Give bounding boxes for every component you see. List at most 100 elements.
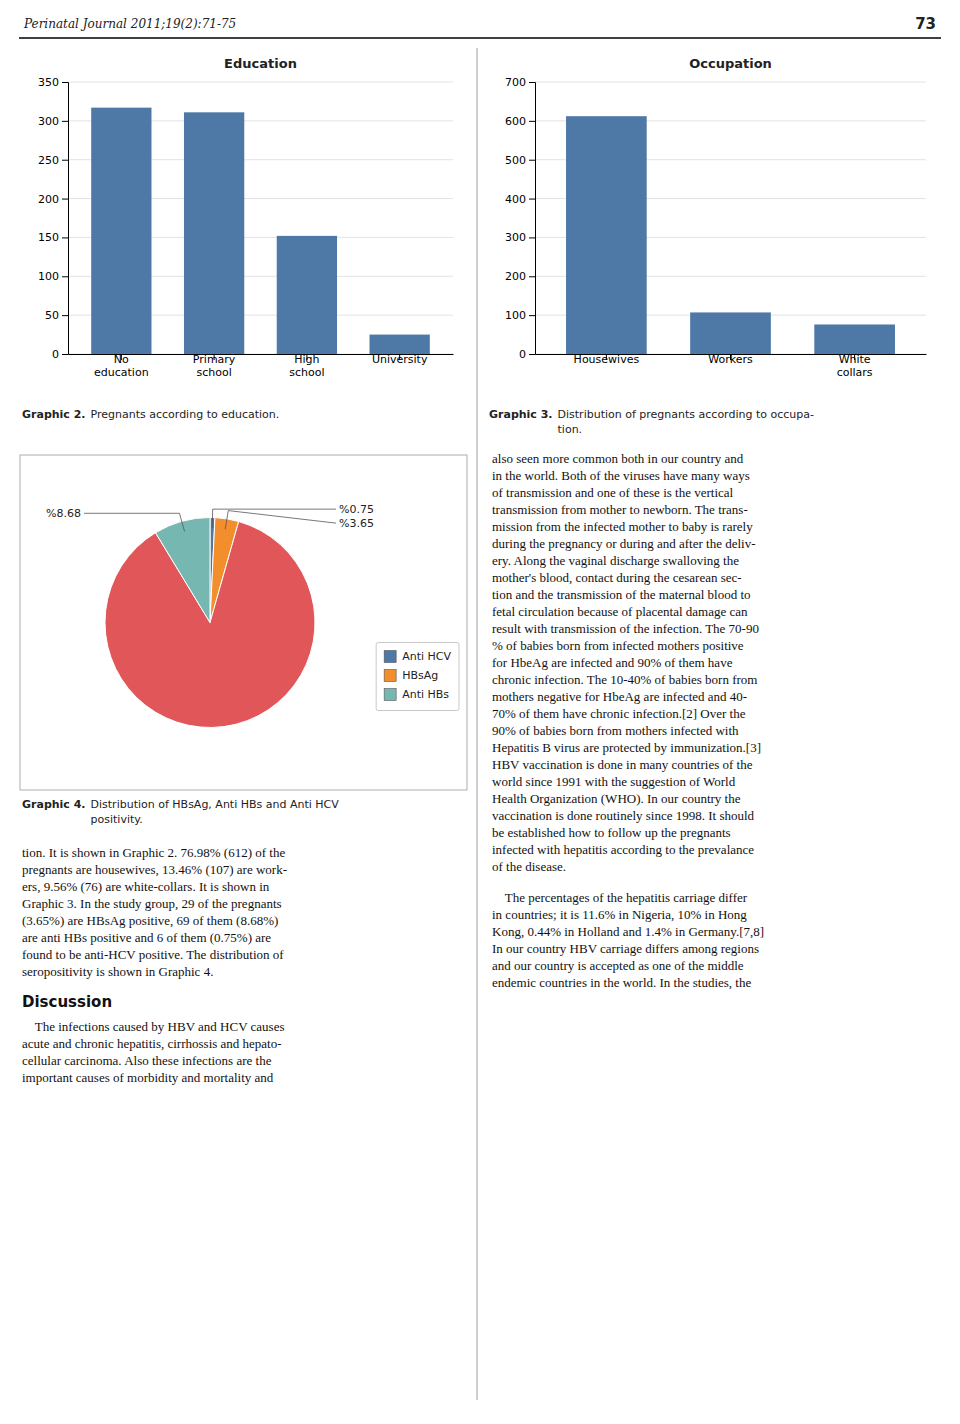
caption-label: Graphic 2. — [22, 408, 86, 421]
body-line: found to be anti-HCV positive. The distr… — [22, 947, 284, 962]
body-line: Kong, 0.44% in Holland and 1.4% in Germa… — [492, 924, 764, 939]
bar — [814, 324, 895, 354]
legend-swatch — [384, 651, 396, 663]
tick-label: 600 — [505, 115, 526, 128]
tick-label-line: High — [294, 353, 319, 366]
y-tick: 700 — [505, 76, 535, 89]
body-line: important causes of morbidity and mortal… — [22, 1070, 274, 1085]
tick-mark — [62, 160, 68, 161]
bar — [566, 116, 647, 354]
body-line: HBV vaccination is done in many countrie… — [492, 757, 753, 772]
tick-mark — [529, 315, 535, 316]
body-line: endemic countries in the world. In the s… — [492, 975, 751, 990]
caption-label: Graphic 3. — [489, 408, 553, 421]
tick-label-line: education — [94, 366, 149, 379]
tick-mark — [529, 354, 535, 355]
pie-chart: %0.75%3.65%8.68Anti HCVHBsAgAnti HBs — [20, 455, 467, 790]
tick-label: 350 — [38, 76, 59, 89]
x-axis: HousewivesWorkersWhitecollars — [536, 353, 927, 379]
x-tick: University — [372, 353, 428, 366]
tick-mark — [529, 237, 535, 238]
y-tick: 350 — [38, 76, 68, 89]
grid-line — [535, 82, 926, 83]
body-line: cellular carcinoma. Also these infection… — [22, 1053, 272, 1068]
wedges — [105, 518, 315, 728]
tick-label: 100 — [38, 270, 59, 283]
page-header: Perinatal Journal 2011;19(2):71-75 — [23, 17, 236, 31]
tick-mark — [529, 121, 535, 122]
body-line: Graphic 3. In the study group, 29 of the… — [22, 896, 282, 911]
tick-mark — [62, 199, 68, 200]
bar-chart: Occupation0100200300400500600700Housewiv… — [505, 56, 927, 379]
tick-label-line: school — [289, 366, 324, 379]
tick-mark — [529, 82, 535, 83]
body-line: world since 1991 with the suggestion of … — [492, 774, 736, 789]
tick-mark — [62, 82, 68, 83]
body-line: and our country is accepted as one of th… — [492, 958, 744, 973]
tick-label-line: White — [839, 353, 871, 366]
body-line: for HbeAg are infected and 90% of them h… — [492, 655, 733, 670]
bar — [690, 312, 771, 354]
caption-text: tion. — [558, 423, 583, 436]
y-axis: 0 50 100 150 200 250 300 350 — [38, 76, 69, 361]
tick-mark — [62, 121, 68, 122]
body-line: In our country HBV carriage differs amon… — [492, 941, 759, 956]
caption-text: Distribution of HBsAg, Anti HBs and Anti… — [91, 798, 340, 811]
tick-label: 250 — [38, 154, 59, 167]
grid-line — [68, 82, 453, 83]
data-label: %8.68 — [46, 507, 81, 520]
leader-line — [84, 513, 185, 531]
data-labels: %0.75%3.65%8.68 — [46, 503, 374, 532]
legend-box — [376, 643, 459, 711]
caption-text: Pregnants according to education. — [91, 408, 280, 421]
body-line: fetal circulation because of placental d… — [492, 604, 748, 619]
body-line: The percentages of the hepatitis carriag… — [492, 890, 748, 905]
tick-label: 200 — [38, 193, 59, 206]
x-tick: Noeducation — [94, 353, 149, 379]
body-line: (3.65%) are HBsAg positive, 69 of them (… — [22, 913, 278, 928]
tick-label: 400 — [505, 193, 526, 206]
body-line: ery. Along the vaginal discharge swallov… — [492, 553, 739, 568]
x-tick: Primaryschool — [193, 353, 236, 379]
legend-swatch — [384, 689, 396, 701]
y-tick: 200 — [38, 193, 68, 206]
y-tick: 0 — [52, 348, 68, 361]
body-line: result with transmission of the infectio… — [492, 621, 759, 636]
tick-label-line: University — [372, 353, 428, 366]
tick-label: Whitecollars — [837, 353, 873, 379]
body-line: in countries; it is 11.6% in Nigeria, 10… — [492, 907, 747, 922]
y-tick: 300 — [505, 231, 535, 244]
body-line: Health Organization (WHO). In our countr… — [492, 791, 741, 806]
tick-label-line: school — [196, 366, 231, 379]
body-line: tion and the transmission of the materna… — [492, 587, 751, 602]
legend-label: HBsAg — [402, 669, 438, 682]
body-line: mission from the infected mother to baby… — [492, 519, 753, 534]
x-axis: NoeducationPrimaryschoolHighschoolUniver… — [69, 353, 454, 379]
tick-label-line: Workers — [708, 353, 753, 366]
tick-label: 150 — [38, 231, 59, 244]
x-tick: Whitecollars — [837, 353, 873, 379]
tick-label: University — [372, 353, 428, 366]
tick-label: 0 — [52, 348, 59, 361]
body-line: in the world. Both of the viruses have m… — [492, 468, 750, 483]
body-line: also seen more common both in our countr… — [492, 451, 744, 466]
tick-label-line: collars — [837, 366, 873, 379]
page: Perinatal Journal 2011;19(2):71-7573Educ… — [0, 0, 960, 1424]
header-rule — [19, 37, 941, 39]
tick-mark — [62, 354, 68, 355]
tick-label: 50 — [45, 309, 59, 322]
y-tick: 200 — [505, 270, 535, 283]
y-tick: 300 — [38, 115, 68, 128]
bars — [566, 116, 895, 354]
x-tick: Workers — [708, 353, 753, 366]
body-line: seropositivity is shown in Graphic 4. — [22, 964, 213, 979]
plot-area: Occupation0100200300400500600700Housewiv… — [505, 56, 927, 379]
tick-label: 200 — [505, 270, 526, 283]
body-line: during the pregnancy or during and after… — [492, 536, 756, 551]
y-tick: 500 — [505, 154, 535, 167]
panel-border — [20, 455, 467, 790]
pie-area: %0.75%3.65%8.68 — [46, 503, 374, 728]
chart-title: Occupation — [689, 56, 772, 71]
tick-label: Workers — [708, 353, 753, 366]
body-line: of the disease. — [492, 859, 566, 874]
